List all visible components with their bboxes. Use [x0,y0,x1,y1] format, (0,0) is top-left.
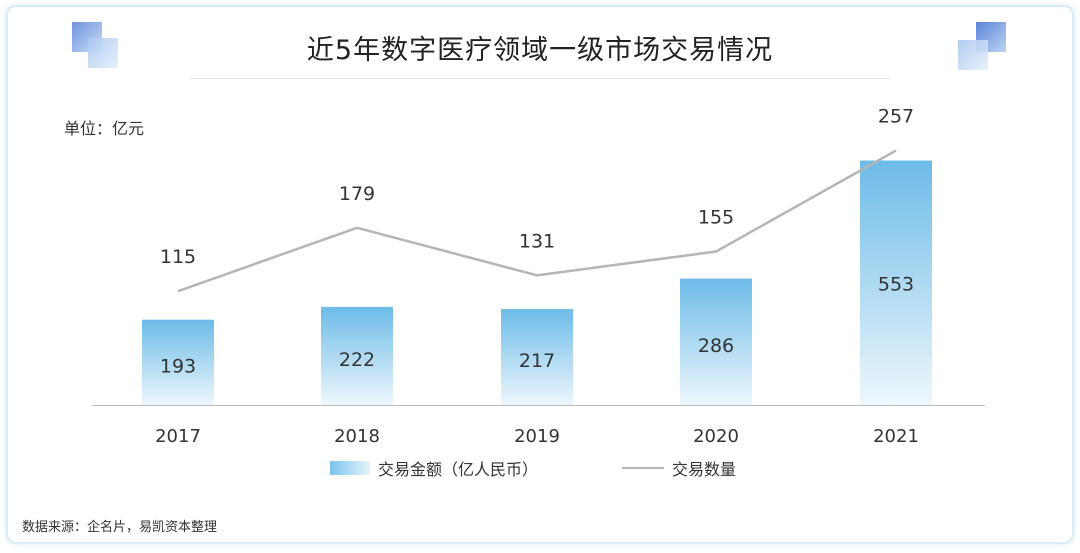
bar-value-label: 553 [878,274,914,296]
legend-label-count: 交易数量 [672,460,737,479]
bar-2021 [860,160,932,405]
bar-value-label: 286 [698,335,734,357]
bar-value-label: 193 [160,355,196,377]
x-tick-label: 2020 [693,426,739,447]
bar-2019 [501,309,573,405]
x-tick-label: 2021 [873,426,919,447]
bar-2018 [321,306,393,405]
unit-label: 单位：亿元 [64,119,145,138]
chart-legend: 交易金额（亿人民币） 交易数量 [0,456,1080,480]
source-note: 数据来源：企名片，易凯资本整理 [22,520,218,535]
x-tick-label: 2018 [334,426,380,447]
bar-value-label: 222 [339,349,375,371]
bar-value-label: 217 [519,350,555,372]
legend-label-amount: 交易金额（亿人民币） [378,460,539,479]
x-tick-label: 2019 [514,426,560,447]
chart-title: 近5年数字医疗领域一级市场交易情况 [306,35,774,66]
decor-squares-right [958,22,1008,72]
legend-item-amount: 交易金额（亿人民币） [330,456,538,480]
legend-swatch-bar [330,461,370,475]
decor-squares-left [72,22,122,72]
legend-item-count: 交易数量 [622,456,736,480]
line-value-label: 155 [698,207,734,229]
line-value-label: 179 [339,183,375,205]
line-series-count [177,149,897,293]
x-tick-label: 2017 [155,426,201,447]
bar-2017 [142,319,214,405]
line-value-label: 131 [519,230,555,252]
line-value-label: 257 [878,106,914,128]
line-value-label: 115 [160,246,196,268]
bar-2020 [680,278,752,405]
legend-swatch-line [622,467,664,469]
title-divider [190,78,890,79]
